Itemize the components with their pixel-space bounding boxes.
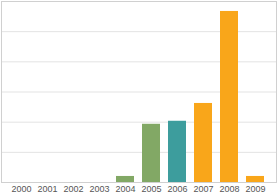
svg-text:2007: 2007	[193, 184, 213, 194]
svg-text:2004: 2004	[115, 184, 135, 194]
svg-text:2009: 2009	[245, 184, 265, 194]
svg-text:2001: 2001	[37, 184, 57, 194]
svg-text:2008: 2008	[219, 184, 239, 194]
svg-text:2006: 2006	[167, 184, 187, 194]
svg-text:2000: 2000	[11, 184, 31, 194]
svg-text:2005: 2005	[141, 184, 161, 194]
svg-text:2002: 2002	[63, 184, 83, 194]
svg-text:2003: 2003	[89, 184, 109, 194]
